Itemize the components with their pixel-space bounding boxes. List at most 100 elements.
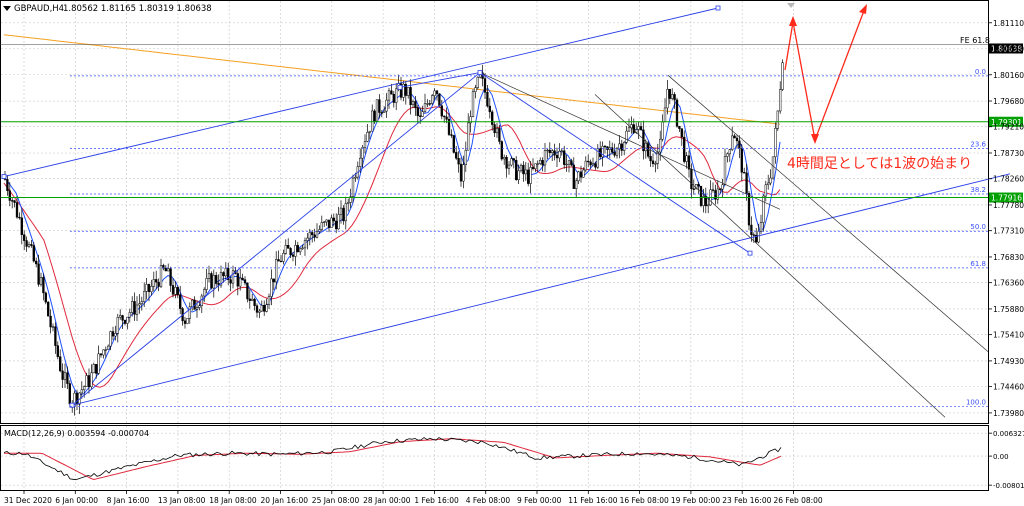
fib-level-label: 0.0 <box>975 68 986 76</box>
candle-body <box>138 303 141 306</box>
candle-body <box>347 202 350 204</box>
candle-body <box>210 273 213 289</box>
candle-body <box>116 316 119 334</box>
candle-body <box>596 148 599 168</box>
candle-body <box>23 234 26 241</box>
candle-body <box>13 200 16 203</box>
candle-body <box>49 315 52 328</box>
candle-body <box>471 91 475 117</box>
ma-long-line <box>3 34 781 125</box>
candle-body <box>119 315 122 318</box>
macd-label: MACD(12,26,9) 0.003594 -0.000704 <box>4 429 149 438</box>
candle-body <box>683 136 686 162</box>
candle-body <box>719 188 722 190</box>
candle-body <box>606 146 609 150</box>
candle-body <box>733 135 736 139</box>
candle-body <box>363 141 367 148</box>
forecast-arrowhead <box>789 16 797 26</box>
candle-body <box>649 156 652 162</box>
candle-body <box>570 160 573 166</box>
candle-body <box>587 160 590 163</box>
candle-body <box>678 125 681 129</box>
candle-body <box>270 278 273 297</box>
candle-body <box>289 248 292 256</box>
candle-body <box>61 370 64 380</box>
candle-body <box>272 278 275 283</box>
candle-body <box>512 158 515 161</box>
candle-body <box>90 372 93 388</box>
marked-level-label: 1.77916 <box>991 194 1022 203</box>
macd-panel-frame <box>0 425 989 491</box>
forecast-arrow-line <box>792 21 816 141</box>
candle-body <box>519 164 523 172</box>
candle-body <box>299 248 302 253</box>
candle-body <box>111 331 115 337</box>
candle-body <box>493 124 496 134</box>
candle-body <box>668 88 671 99</box>
candle-body <box>558 150 561 159</box>
candle-body <box>591 163 595 166</box>
time-tick-label: 20 Jan 16:00 <box>261 496 309 505</box>
candle-body <box>687 155 691 170</box>
candle-body <box>291 254 295 257</box>
candle-body <box>627 127 631 132</box>
price-tick-label: 1.81110 <box>993 19 1024 28</box>
candle-body <box>620 143 623 151</box>
candle-body <box>431 95 434 104</box>
candle-body <box>253 298 256 306</box>
macd-main-line <box>3 437 782 481</box>
candle-body <box>421 111 424 117</box>
candle-body <box>219 272 223 286</box>
marked-level-label: 1.79301 <box>991 118 1022 127</box>
candle-body <box>294 245 297 257</box>
fib-level-label: 61.8 <box>970 260 986 268</box>
macd-tick-label: -0.008015 <box>993 482 1024 490</box>
candle-body <box>543 150 547 166</box>
symbol-label: GBPAUD,H4 <box>14 4 64 14</box>
candle-body <box>522 164 525 175</box>
candle-body <box>467 122 470 151</box>
candlesticks <box>3 59 784 416</box>
price-tick-label: 1.79680 <box>993 97 1024 106</box>
trend-line <box>71 72 481 406</box>
candle-body <box>613 152 616 156</box>
price-tick-label: 1.80640 <box>993 44 1024 53</box>
candle-body <box>416 107 419 117</box>
candle-body <box>344 203 347 222</box>
candle-body <box>339 207 343 215</box>
candle-body <box>332 217 335 222</box>
price-tick-label: 1.76830 <box>993 253 1024 262</box>
dropdown-arrow-icon[interactable] <box>3 6 11 11</box>
macd-signal-line <box>4 438 782 481</box>
candle-body <box>15 202 19 218</box>
candle-body <box>287 244 290 249</box>
candle-body <box>109 331 112 347</box>
candle-body <box>198 305 201 308</box>
time-tick-label: 28 Jan 00:00 <box>363 496 411 505</box>
candle-body <box>325 219 328 223</box>
candle-body <box>164 267 167 272</box>
candle-body <box>183 320 187 324</box>
candle-body <box>92 364 95 374</box>
candle-body <box>555 154 559 159</box>
candle-body <box>419 115 422 117</box>
candle-body <box>637 126 640 130</box>
candle-body <box>464 149 467 165</box>
candle-body <box>692 188 695 190</box>
candle-body <box>435 90 439 95</box>
candle-body <box>337 214 340 230</box>
candle-body <box>582 169 585 178</box>
candle-body <box>135 304 139 315</box>
candle-body <box>171 285 175 295</box>
candle-body <box>455 152 458 159</box>
candle-body <box>395 88 398 103</box>
candle-body <box>215 275 218 284</box>
candle-body <box>404 83 407 96</box>
price-tick-label: 1.75880 <box>993 305 1024 314</box>
candle-body <box>359 157 362 167</box>
candle-body <box>690 168 693 190</box>
candle-body <box>155 279 158 283</box>
price-tick-label: 1.77310 <box>993 227 1024 236</box>
time-tick-label: 8 Jan 16:00 <box>107 496 150 505</box>
